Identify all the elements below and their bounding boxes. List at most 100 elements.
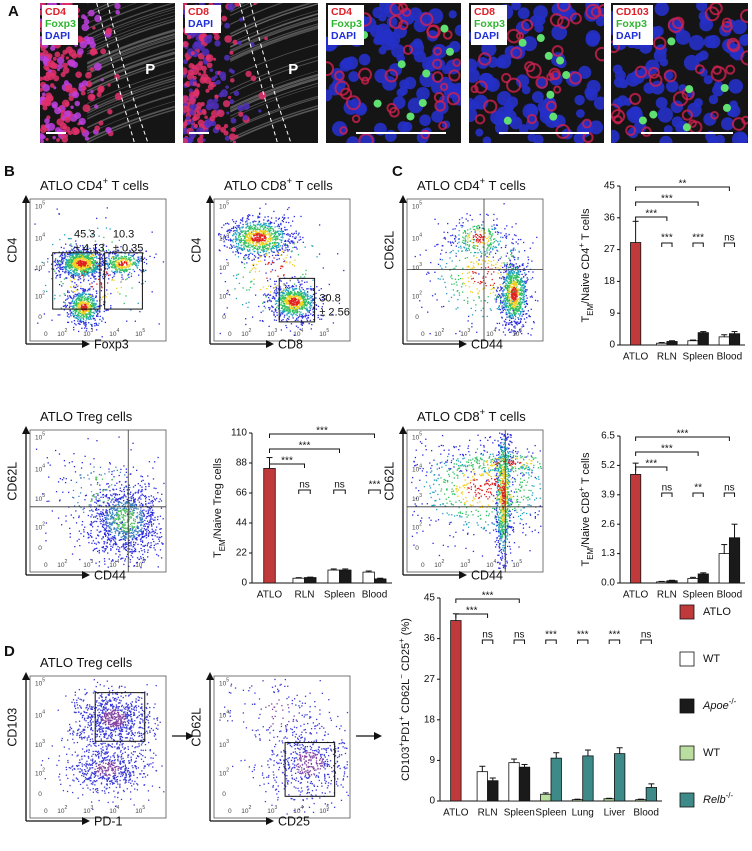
cell — [68, 59, 76, 67]
event-dot — [269, 326, 270, 327]
cell — [237, 4, 240, 7]
event-dot — [137, 261, 138, 262]
event-dot — [139, 282, 140, 283]
event-dot — [282, 232, 283, 233]
event-dot — [92, 271, 93, 272]
event-dot — [77, 307, 78, 308]
cell — [217, 109, 225, 117]
event-dot — [82, 273, 83, 274]
event-dot — [88, 289, 89, 290]
cell — [85, 39, 90, 44]
foxp3-cell — [374, 100, 382, 108]
event-dot — [126, 260, 127, 261]
event-dot — [255, 237, 256, 238]
foxp3-cell — [406, 112, 414, 120]
event-dot — [270, 286, 271, 287]
event-dot — [288, 300, 289, 301]
event-dot — [296, 233, 297, 234]
event-dot — [55, 260, 56, 261]
event-dot — [231, 248, 232, 249]
event-dot — [80, 303, 81, 304]
cell — [94, 63, 102, 71]
event-dot — [310, 320, 311, 321]
event-dot — [73, 298, 74, 299]
event-dot — [75, 294, 76, 295]
event-dot — [79, 306, 80, 307]
event-dot — [128, 267, 129, 268]
nucleus — [534, 23, 543, 32]
event-dot — [122, 264, 123, 265]
event-dot — [76, 317, 77, 318]
cell — [51, 101, 58, 108]
event-dot — [267, 216, 268, 217]
event-dot — [285, 291, 286, 292]
event-dot — [272, 298, 273, 299]
event-dot — [65, 302, 66, 303]
event-dot — [288, 290, 289, 291]
event-dot — [242, 304, 243, 305]
event-dot — [227, 307, 228, 308]
nucleus — [455, 25, 467, 37]
event-dot — [294, 291, 295, 292]
event-dot — [102, 317, 103, 318]
event-dot — [280, 314, 281, 315]
event-dot — [83, 262, 84, 263]
event-dot — [290, 225, 291, 226]
event-dot — [313, 290, 314, 291]
event-dot — [47, 258, 48, 259]
cell — [41, 100, 48, 107]
cell — [243, 115, 249, 121]
event-dot — [305, 273, 306, 274]
event-dot — [269, 247, 270, 248]
cell — [235, 135, 239, 139]
event-dot — [67, 290, 68, 291]
event-dot — [87, 318, 88, 319]
event-dot — [285, 247, 286, 248]
event-dot — [57, 267, 58, 268]
event-dot — [90, 318, 91, 319]
event-dot — [294, 243, 295, 244]
event-dot — [124, 256, 125, 257]
event-dot — [54, 295, 55, 296]
event-dot — [289, 310, 290, 311]
event-dot — [291, 251, 292, 252]
event-dot — [65, 299, 66, 300]
event-dot — [68, 292, 69, 293]
event-dot — [134, 271, 135, 272]
event-dot — [74, 310, 75, 311]
gate-frequency: 10.3 — [113, 229, 134, 241]
event-dot — [68, 314, 69, 315]
event-dot — [265, 237, 266, 238]
event-dot — [268, 228, 269, 229]
event-dot — [106, 246, 107, 247]
tick-base: 0 — [38, 313, 42, 320]
cell — [62, 63, 68, 69]
cell — [52, 136, 55, 139]
cell — [264, 37, 268, 41]
event-dot — [94, 313, 95, 314]
event-dot — [75, 313, 76, 314]
event-dot — [73, 311, 74, 312]
event-dot — [86, 301, 87, 302]
event-dot — [240, 222, 241, 223]
event-dot — [87, 274, 88, 275]
event-dot — [289, 287, 290, 288]
event-dot — [78, 312, 79, 313]
event-dot — [293, 310, 294, 311]
event-dot — [233, 228, 234, 229]
event-dot — [257, 227, 258, 228]
event-dot — [294, 308, 295, 309]
event-dot — [78, 307, 79, 308]
event-dot — [80, 282, 81, 283]
event-dot — [94, 325, 95, 326]
event-dot — [300, 284, 301, 285]
event-dot — [61, 258, 62, 259]
cell — [210, 116, 216, 122]
event-dot — [285, 306, 286, 307]
event-dot — [253, 251, 254, 252]
cell — [47, 123, 55, 131]
event-dot — [283, 249, 284, 250]
event-dot — [259, 246, 260, 247]
cell — [77, 48, 84, 55]
cell — [72, 91, 79, 98]
